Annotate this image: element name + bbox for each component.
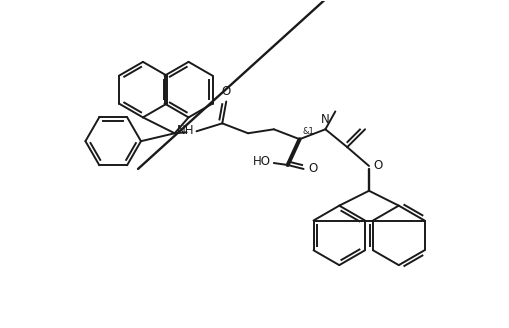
Text: HO: HO — [253, 154, 271, 168]
Text: O: O — [221, 85, 231, 97]
Text: NH: NH — [177, 124, 194, 137]
Text: O: O — [373, 159, 382, 173]
Text: O: O — [308, 162, 318, 175]
Text: N: N — [321, 113, 330, 126]
Text: &1: &1 — [302, 127, 315, 136]
